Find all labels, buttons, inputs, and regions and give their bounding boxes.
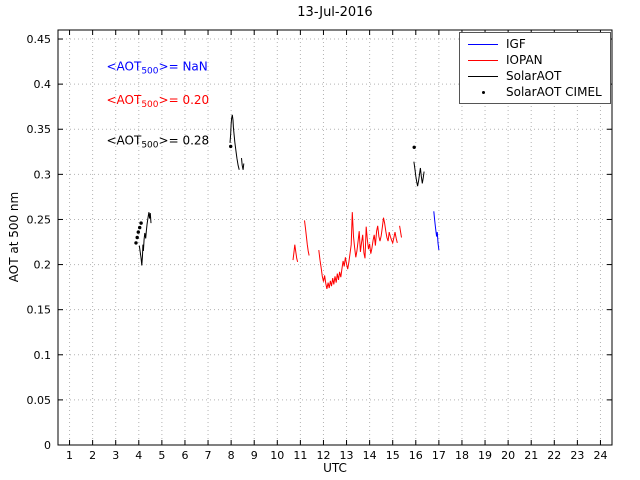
y-tick-label: 0.25 xyxy=(27,213,52,226)
x-tick-label: 14 xyxy=(363,449,377,462)
x-tick-label: 23 xyxy=(570,449,584,462)
legend-label-solaraot-cimel: SolarAOT CIMEL xyxy=(506,85,602,99)
x-tick-label: 1 xyxy=(66,449,73,462)
series-solaraot xyxy=(229,114,240,170)
legend-item-solaraot-cimel: SolarAOT CIMEL xyxy=(460,84,610,100)
chart-title: 13-Jul-2016 xyxy=(297,5,373,20)
legend-line-iopan-icon xyxy=(468,59,498,61)
y-tick-label: 0.45 xyxy=(27,33,52,46)
point-solaraot-cimel xyxy=(135,235,139,240)
x-tick-label: 17 xyxy=(432,449,446,462)
x-tick-label: 6 xyxy=(181,449,188,462)
x-tick-label: 15 xyxy=(386,449,400,462)
annotation-0: <AOT500>= NaN xyxy=(107,60,208,77)
y-tick-label: 0.15 xyxy=(27,304,52,317)
x-tick-label: 12 xyxy=(316,449,330,462)
series-solaraot xyxy=(138,212,152,266)
x-tick-label: 8 xyxy=(228,449,235,462)
x-tick-label: 18 xyxy=(455,449,469,462)
y-tick-label: 0.2 xyxy=(34,259,52,272)
y-tick-label: 0.1 xyxy=(34,349,52,362)
y-tick-label: 0.3 xyxy=(34,168,52,181)
x-tick-label: 10 xyxy=(270,449,284,462)
legend-item-iopan: IOPAN xyxy=(460,52,610,68)
y-tick-label: 0.35 xyxy=(27,123,52,136)
x-tick-label: 19 xyxy=(478,449,492,462)
series-igf xyxy=(433,211,440,251)
point-solaraot-cimel xyxy=(139,221,143,225)
x-tick-label: 5 xyxy=(158,449,165,462)
y-tick-label: 0 xyxy=(44,439,51,452)
legend-label-iopan: IOPAN xyxy=(506,53,543,67)
x-tick-label: 24 xyxy=(593,449,607,462)
x-tick-label: 21 xyxy=(524,449,538,462)
point-solaraot-cimel xyxy=(138,225,142,230)
x-tick-label: 3 xyxy=(112,449,119,462)
tick-labels: 1 2 3 4 5 6 7 8 9 10 11 12 13 14 15 16 17 18 19 20 21 22 23 240… xyxy=(27,33,608,462)
x-tick-label: 22 xyxy=(547,449,561,462)
x-tick-label: 7 xyxy=(205,449,212,462)
x-tick-label: 2 xyxy=(89,449,96,462)
legend: IGF IOPAN SolarAOT SolarAOT CIMEL xyxy=(459,32,611,104)
axes-box xyxy=(57,29,613,446)
y-tick-label: 0.4 xyxy=(34,78,52,91)
point-solaraot-cimel xyxy=(136,230,140,234)
legend-line-solaraot-icon xyxy=(468,75,498,77)
series-iopan xyxy=(318,212,398,289)
legend-line-igf-icon xyxy=(468,43,498,45)
series-iopan xyxy=(304,220,310,256)
x-tick-label: 13 xyxy=(340,449,354,462)
legend-dot-cimel-icon xyxy=(482,90,485,94)
point-solaraot-cimel xyxy=(134,241,138,245)
series-iopan xyxy=(399,225,402,238)
point-solaraot-cimel xyxy=(412,145,416,149)
x-tick-label: 4 xyxy=(135,449,142,462)
x-tick-label: 9 xyxy=(251,449,258,462)
legend-item-igf: IGF xyxy=(460,36,610,52)
point-solaraot-cimel xyxy=(229,144,233,149)
x-tick-label: 16 xyxy=(409,449,423,462)
annotation-2: <AOT500>= 0.28 xyxy=(107,134,210,151)
legend-item-solaraot: SolarAOT xyxy=(460,68,610,84)
annotation-1: <AOT500>= 0.20 xyxy=(107,93,210,110)
x-axis-label: UTC xyxy=(323,461,347,475)
series-iopan xyxy=(292,244,299,263)
legend-label-igf: IGF xyxy=(506,37,526,51)
x-tick-label: 11 xyxy=(293,449,307,462)
legend-label-solaraot: SolarAOT xyxy=(506,69,562,83)
grid xyxy=(58,30,612,446)
y-tick-label: 0.05 xyxy=(27,394,52,407)
series-solaraot xyxy=(413,161,425,187)
series-solaraot xyxy=(241,158,245,170)
x-tick-label: 20 xyxy=(501,449,515,462)
